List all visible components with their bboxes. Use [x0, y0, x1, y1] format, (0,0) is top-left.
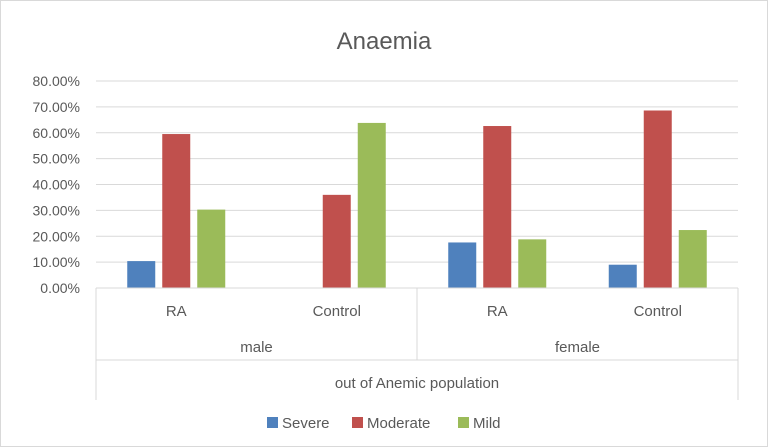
- bar-mild-female-ra: [518, 239, 547, 288]
- y-tick-label: 0.00%: [40, 280, 80, 296]
- legend-swatch-mild: [458, 417, 469, 428]
- y-tick-label: 80.00%: [33, 73, 80, 89]
- x-axis: RA Control RA Control male female out of Anemi…: [95, 287, 739, 400]
- legend-label: Mild: [473, 415, 501, 432]
- legend-swatch-moderate: [352, 417, 363, 428]
- y-tick-label: 40.00%: [33, 177, 80, 193]
- x-supergroup-label: out of Anemic population: [335, 375, 499, 392]
- bar-moderate-female-control: [643, 110, 672, 288]
- x-category-label: RA: [166, 303, 187, 320]
- y-axis-ticks: 0.00% 10.00% 20.00% 30.00% 40.00% 50.00% 60.00…: [33, 73, 80, 296]
- legend-label: Severe: [282, 415, 330, 432]
- chart-title: Anaemia: [337, 28, 432, 55]
- bar-severe-male-ra: [127, 261, 156, 288]
- legend-label: Moderate: [367, 415, 430, 432]
- bar-moderate-male-ra: [162, 134, 191, 288]
- y-tick-label: 30.00%: [33, 202, 80, 218]
- bar-moderate-female-ra: [483, 126, 512, 289]
- legend-swatch-severe: [267, 417, 278, 428]
- x-category-label: Control: [634, 303, 682, 320]
- x-category-label: RA: [487, 303, 508, 320]
- y-tick-label: 10.00%: [33, 254, 80, 270]
- bar-moderate-male-control: [322, 194, 351, 288]
- x-group-label: male: [240, 339, 273, 356]
- bar-mild-female-control: [678, 230, 707, 288]
- bar-mild-male-control: [357, 122, 386, 288]
- y-tick-label: 20.00%: [33, 228, 80, 244]
- gridlines: [96, 80, 738, 289]
- x-group-label: female: [555, 339, 600, 356]
- bar-severe-female-control: [608, 264, 637, 288]
- y-tick-label: 60.00%: [33, 125, 80, 141]
- y-tick-label: 50.00%: [33, 151, 80, 167]
- y-tick-label: 70.00%: [33, 99, 80, 115]
- bar-severe-female-ra: [448, 242, 477, 288]
- bars: [127, 110, 707, 289]
- bar-mild-male-ra: [197, 209, 226, 288]
- legend: Severe Moderate Mild: [267, 415, 501, 432]
- x-category-label: Control: [313, 303, 361, 320]
